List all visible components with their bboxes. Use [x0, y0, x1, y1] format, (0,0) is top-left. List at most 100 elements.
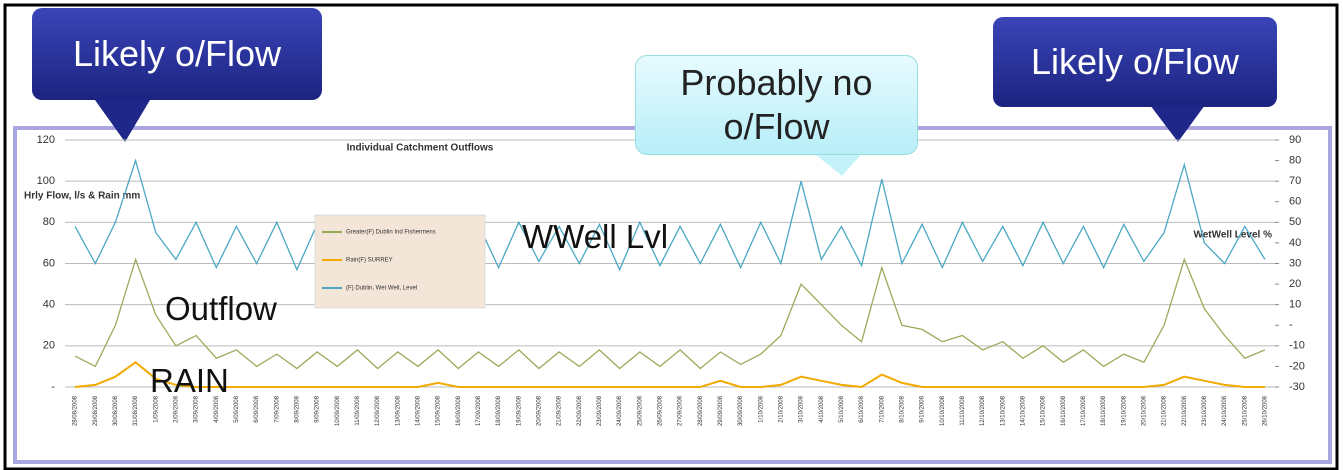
x-tick-label: 8/09/2008	[294, 395, 300, 422]
x-tick-label: 26/10/2008	[1262, 395, 1268, 426]
chart-title: Individual Catchment Outflows	[347, 143, 494, 154]
x-tick-label: 20/10/2008	[1141, 395, 1147, 426]
x-tick-label: 19/09/2008	[516, 395, 522, 426]
y2-tick-label: 50	[1289, 216, 1301, 228]
x-tick-label: 8/10/2008	[899, 395, 905, 422]
x-tick-label: 12/09/2008	[375, 395, 381, 426]
x-tick-label: 7/10/2008	[879, 395, 885, 422]
x-tick-label: 24/10/2008	[1222, 395, 1228, 426]
y-tick-label: -	[51, 381, 55, 393]
callout: Likely o/Flow	[32, 8, 322, 100]
y-tick-label: 120	[37, 134, 55, 146]
chart-frame	[13, 126, 1332, 464]
y2-tick-label: -	[1289, 319, 1293, 331]
x-tick-label: 6/09/2008	[254, 395, 260, 422]
x-tick-label: 16/10/2008	[1061, 395, 1067, 426]
x-tick-label: 5/09/2008	[234, 395, 240, 422]
x-tick-label: 28/09/2008	[698, 395, 704, 426]
callout-pointer	[810, 150, 865, 176]
x-tick-label: 21/10/2008	[1162, 395, 1168, 426]
x-tick-label: 17/09/2008	[476, 395, 482, 426]
x-tick-label: 30/08/2008	[113, 395, 119, 426]
annotation: RAIN	[150, 362, 229, 399]
x-tick-label: 10/10/2008	[940, 395, 946, 426]
annotation: WWell Lvl	[522, 218, 669, 255]
x-tick-label: 2/10/2008	[778, 395, 784, 422]
x-tick-label: 1/10/2008	[758, 395, 764, 422]
y2-axis-label: WetWell Level %	[1193, 230, 1272, 241]
x-tick-label: 21/09/2008	[557, 395, 563, 426]
x-tick-label: 15/10/2008	[1041, 395, 1047, 426]
y2-tick-label: 10	[1289, 299, 1301, 311]
x-tick-label: 24/09/2008	[617, 395, 623, 426]
callout: Probably no o/Flow	[635, 55, 918, 155]
x-tick-label: 11/09/2008	[355, 395, 361, 425]
y2-tick-label: 30	[1289, 257, 1301, 269]
x-tick-label: 18/09/2008	[496, 395, 502, 426]
x-tick-label: 31/08/2008	[133, 395, 139, 426]
series-line	[74, 257, 1266, 370]
y-tick-label: 40	[43, 299, 55, 311]
callout-pointer	[1150, 105, 1205, 142]
x-tick-label: 23/09/2008	[597, 395, 603, 426]
x-tick-label: 10/09/2008	[335, 395, 341, 426]
x-tick-label: 13/10/2008	[1000, 395, 1006, 426]
x-tick-label: 30/09/2008	[738, 395, 744, 426]
callout: Likely o/Flow	[993, 17, 1277, 107]
x-tick-label: 7/09/2008	[274, 395, 280, 422]
x-tick-label: 12/10/2008	[980, 395, 986, 426]
x-tick-label: 19/10/2008	[1121, 395, 1127, 426]
legend-label: Greater(F) Dublin Ind Fishermens	[346, 230, 436, 236]
x-tick-label: 26/09/2008	[657, 395, 663, 426]
x-tick-label: 28/08/2008	[73, 395, 79, 426]
series-line	[74, 158, 1266, 272]
x-tick-label: 9/09/2008	[315, 395, 321, 422]
y2-tick-label: -10	[1289, 340, 1305, 352]
legend-box	[314, 214, 486, 309]
x-tick-label: 1/09/2008	[153, 395, 159, 422]
x-tick-label: 25/10/2008	[1242, 395, 1248, 426]
y2-tick-label: 80	[1289, 154, 1301, 166]
x-tick-label: 13/09/2008	[395, 395, 401, 426]
series-line	[74, 361, 1265, 389]
y-tick-label: 80	[43, 216, 55, 228]
y-tick-label: 20	[43, 340, 55, 352]
legend-label: Rain(F) SURREY	[346, 258, 393, 264]
x-tick-label: 16/09/2008	[456, 395, 462, 426]
x-tick-label: 25/09/2008	[637, 395, 643, 426]
x-tick-label: 9/10/2008	[920, 395, 926, 422]
x-tick-label: 11/10/2008	[960, 395, 966, 425]
x-tick-label: 23/10/2008	[1202, 395, 1208, 426]
y2-tick-label: -30	[1289, 381, 1305, 393]
x-tick-label: 2/09/2008	[173, 395, 179, 422]
y-tick-label: 60	[43, 257, 55, 269]
y2-tick-label: 90	[1289, 134, 1301, 146]
x-tick-label: 3/09/2008	[194, 395, 200, 422]
x-tick-label: 15/09/2008	[436, 395, 442, 426]
x-tick-label: 4/10/2008	[819, 395, 825, 422]
legend-label: (F) Dublin, Wet Well, Level	[346, 286, 417, 292]
x-tick-label: 6/10/2008	[859, 395, 865, 422]
legend: Greater(F) Dublin Ind Fishermens Rain(F) …	[314, 214, 486, 309]
x-tick-label: 22/10/2008	[1182, 395, 1188, 426]
y2-tick-label: 40	[1289, 237, 1301, 249]
x-tick-label: 20/09/2008	[536, 395, 542, 426]
x-tick-label: 29/08/2008	[93, 395, 99, 426]
x-tick-label: 22/09/2008	[577, 395, 583, 426]
y-tick-label: 100	[37, 175, 55, 187]
x-tick-label: 5/10/2008	[839, 395, 845, 422]
x-tick-label: 3/10/2008	[799, 395, 805, 422]
x-tick-label: 18/10/2008	[1101, 395, 1107, 426]
y2-tick-label: 70	[1289, 175, 1301, 187]
callout-pointer	[95, 100, 150, 142]
x-tick-label: 4/09/2008	[214, 395, 220, 422]
y2-tick-label: 60	[1289, 196, 1301, 208]
x-tick-label: 14/09/2008	[415, 395, 421, 426]
x-tick-label: 17/10/2008	[1081, 395, 1087, 426]
x-tick-label: 29/09/2008	[718, 395, 724, 426]
x-tick-label: 27/09/2008	[678, 395, 684, 426]
y2-tick-label: 20	[1289, 278, 1301, 290]
y-axis-label: Hrly Flow, l/s & Rain mm	[24, 191, 140, 202]
annotation: Outflow	[165, 290, 277, 327]
